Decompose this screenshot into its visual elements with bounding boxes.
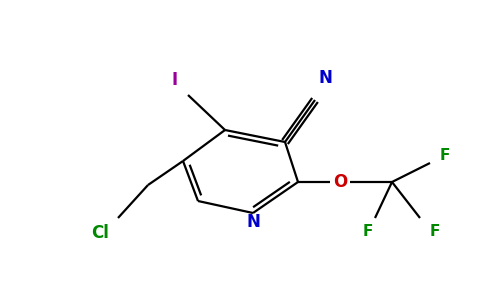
Text: Cl: Cl — [91, 224, 109, 242]
Text: I: I — [172, 71, 178, 89]
Text: F: F — [363, 224, 373, 239]
Text: N: N — [318, 69, 332, 87]
Text: O: O — [333, 173, 347, 191]
Text: N: N — [246, 213, 260, 231]
Text: F: F — [430, 224, 440, 239]
Text: F: F — [440, 148, 450, 163]
